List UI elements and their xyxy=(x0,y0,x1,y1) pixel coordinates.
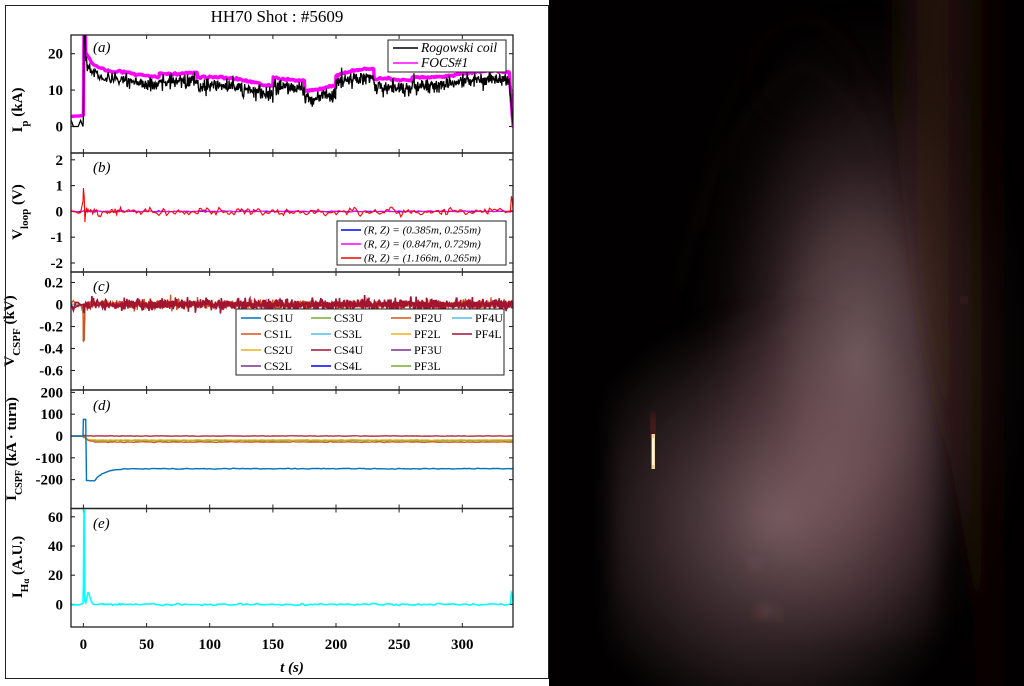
svg-text:100: 100 xyxy=(41,407,64,423)
svg-text:2: 2 xyxy=(56,153,64,169)
svg-text:-200: -200 xyxy=(36,473,64,489)
svg-text:PF3U: PF3U xyxy=(414,343,442,357)
svg-text:Rogowski coil: Rogowski coil xyxy=(420,40,497,55)
svg-text:-0.4: -0.4 xyxy=(39,342,63,358)
svg-text:40: 40 xyxy=(48,539,63,555)
svg-text:(R, Z) = (0.385m, 0.255m): (R, Z) = (0.385m, 0.255m) xyxy=(364,225,481,237)
svg-text:t (s): t (s) xyxy=(280,660,304,676)
svg-text:(R, Z) = (0.847m, 0.729m): (R, Z) = (0.847m, 0.729m) xyxy=(364,239,481,251)
svg-text:60: 60 xyxy=(48,510,63,526)
svg-text:PF3L: PF3L xyxy=(414,359,441,373)
svg-text:CS3L: CS3L xyxy=(334,327,362,341)
svg-text:10: 10 xyxy=(48,83,63,99)
svg-text:(c): (c) xyxy=(93,279,110,295)
svg-text:150: 150 xyxy=(262,637,285,653)
svg-text:-0.2: -0.2 xyxy=(39,320,63,336)
svg-text:0: 0 xyxy=(56,298,64,314)
svg-text:300: 300 xyxy=(451,637,474,653)
svg-text:-100: -100 xyxy=(36,451,64,467)
svg-text:-1: -1 xyxy=(51,230,64,246)
svg-text:PF4L: PF4L xyxy=(475,327,502,341)
svg-text:0: 0 xyxy=(56,429,64,445)
svg-text:CS3U: CS3U xyxy=(334,311,364,325)
svg-text:PF2L: PF2L xyxy=(414,327,441,341)
svg-text:0: 0 xyxy=(56,597,64,613)
svg-text:200: 200 xyxy=(325,637,348,653)
svg-text:CS1L: CS1L xyxy=(264,327,292,341)
svg-text:CS2L: CS2L xyxy=(264,359,292,373)
svg-text:PF2U: PF2U xyxy=(414,311,442,325)
svg-text:(a): (a) xyxy=(93,40,111,56)
svg-text:100: 100 xyxy=(198,637,221,653)
svg-text:(b): (b) xyxy=(93,160,111,176)
svg-text:1: 1 xyxy=(56,179,64,195)
svg-text:0: 0 xyxy=(80,637,88,653)
svg-text:CS4L: CS4L xyxy=(334,359,362,373)
svg-text:(e): (e) xyxy=(93,516,110,532)
svg-text:-0.6: -0.6 xyxy=(39,364,63,380)
svg-text:(R, Z) = (1.166m, 0.265m): (R, Z) = (1.166m, 0.265m) xyxy=(364,253,481,265)
svg-text:PF4U: PF4U xyxy=(475,311,503,325)
svg-text:20: 20 xyxy=(48,568,63,584)
svg-text:50: 50 xyxy=(139,637,154,653)
svg-text:CS1U: CS1U xyxy=(264,311,294,325)
svg-text:20: 20 xyxy=(48,47,63,63)
svg-text:HH70 Shot : #5609: HH70 Shot : #5609 xyxy=(211,7,344,26)
svg-text:FOCS#1: FOCS#1 xyxy=(420,55,468,70)
svg-text:200: 200 xyxy=(41,385,64,401)
svg-text:CS4U: CS4U xyxy=(334,343,364,357)
svg-text:0: 0 xyxy=(56,204,64,220)
svg-text:0.2: 0.2 xyxy=(44,276,63,292)
svg-text:CS2U: CS2U xyxy=(264,343,294,357)
svg-text:-2: -2 xyxy=(51,256,64,272)
svg-text:0: 0 xyxy=(56,120,64,136)
svg-text:250: 250 xyxy=(388,637,411,653)
svg-text:(d): (d) xyxy=(93,398,111,414)
